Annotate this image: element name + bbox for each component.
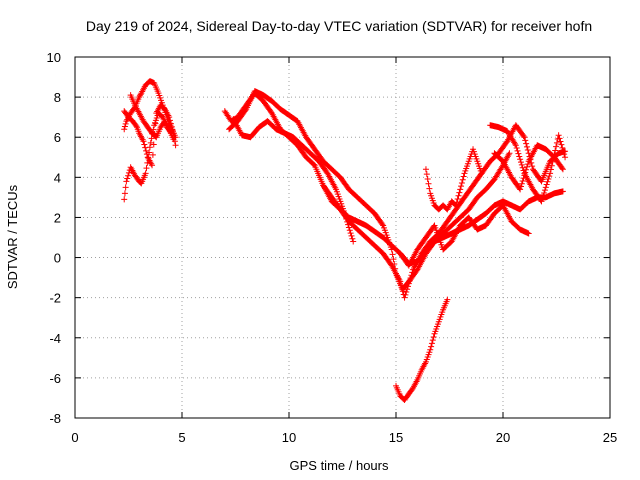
point-markers: [422, 146, 485, 213]
plot-frame: [74, 56, 611, 419]
series-arc9: [393, 296, 451, 403]
y-tick-label: 8: [54, 90, 61, 105]
point-markers: [487, 122, 569, 205]
x-tick-label: 10: [282, 430, 296, 445]
point-markers: [320, 122, 569, 301]
y-tick-label: -2: [49, 291, 61, 306]
data-points: [121, 78, 569, 403]
x-tick-label: 25: [603, 430, 617, 445]
series-arc6: [226, 88, 566, 293]
y-tick-label: 10: [47, 50, 61, 65]
point-markers: [226, 88, 566, 293]
x-tick-label: 0: [71, 430, 78, 445]
x-tick-label: 15: [389, 430, 403, 445]
point-markers: [397, 202, 532, 269]
chart-title: Day 219 of 2024, Sidereal Day-to-day VTE…: [86, 18, 592, 34]
point-markers: [127, 92, 177, 143]
x-axis-label: GPS time / hours: [290, 458, 389, 473]
y-tick-label: 2: [54, 210, 61, 225]
y-tick-label: 0: [54, 251, 61, 266]
series-arc13: [397, 202, 532, 269]
series-arc10: [422, 146, 485, 213]
y-tick-label: -4: [49, 331, 61, 346]
y-tick-label: -6: [49, 371, 61, 386]
y-axis-label: SDTVAR / TECUs: [5, 184, 20, 289]
series-arc12: [491, 142, 566, 193]
tick-labels: 0 5 10 15 20 25 -8 -6 -4 -2 0 2 4 6 8 10: [47, 50, 618, 445]
point-markers: [393, 296, 451, 403]
series-arc8: [320, 122, 569, 301]
y-tick-label: -8: [49, 411, 61, 426]
series-arc11: [487, 122, 569, 205]
point-markers: [491, 142, 566, 193]
x-tick-label: 20: [496, 430, 510, 445]
y-tick-label: 4: [54, 170, 61, 185]
series-arc4: [127, 92, 177, 143]
axis-ticks: [74, 56, 611, 419]
point-markers: [230, 116, 357, 245]
y-tick-label: 6: [54, 130, 61, 145]
series-arc7: [230, 116, 357, 245]
x-tick-label: 5: [178, 430, 185, 445]
